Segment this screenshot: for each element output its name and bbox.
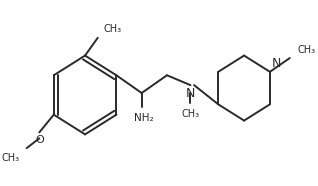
Text: N: N: [186, 87, 195, 100]
Text: CH₃: CH₃: [181, 109, 199, 119]
Text: CH₃: CH₃: [103, 24, 121, 34]
Text: CH₃: CH₃: [297, 45, 315, 55]
Text: CH₃: CH₃: [1, 153, 19, 163]
Text: NH₂: NH₂: [134, 113, 153, 123]
Text: O: O: [35, 135, 44, 145]
Text: N: N: [272, 57, 281, 70]
